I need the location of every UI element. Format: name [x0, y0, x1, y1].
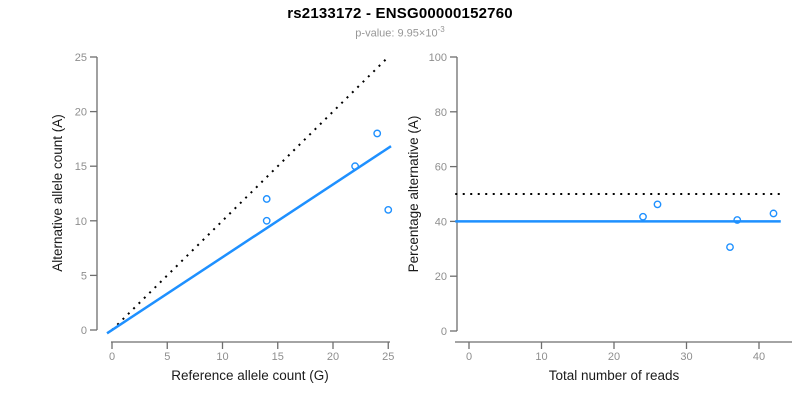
x-tick-label: 5: [164, 351, 170, 363]
x-tick-label: 0: [109, 351, 115, 363]
x-tick-label: 15: [272, 351, 284, 363]
y-tick-label: 5: [81, 270, 87, 282]
x-tick-label: 40: [753, 351, 765, 363]
y-tick-label: 60: [435, 162, 447, 174]
x-tick-label: 20: [327, 351, 339, 363]
y-axis-title: Percentage alternative (A): [406, 116, 421, 273]
data-point: [373, 129, 382, 138]
data-point: [639, 212, 647, 221]
data-point: [726, 243, 734, 252]
fitted-ratio-line: [106, 145, 392, 335]
data-point: [733, 216, 742, 224]
x-axis-title: Total number of reads: [549, 368, 680, 383]
y-tick-label: 100: [429, 52, 447, 64]
x-tick-label: 0: [466, 351, 472, 363]
x-tick-label: 10: [535, 351, 547, 363]
x-tick-label: 20: [608, 351, 620, 363]
x-tick-label: 25: [382, 351, 394, 363]
data-point: [351, 162, 359, 171]
data-point: [262, 216, 271, 225]
data-point: [262, 195, 271, 203]
data-point: [769, 209, 778, 218]
x-axis-title: Reference allele count (G): [171, 368, 329, 383]
y-axis-title: Alternative allele count (A): [50, 114, 65, 272]
y-tick-label: 80: [435, 107, 447, 119]
y-tick-label: 10: [75, 216, 87, 228]
x-tick-label: 10: [216, 351, 228, 363]
figure-subtitle: p-value: 9.95×10-3: [0, 25, 800, 40]
figure-header: rs2133172 - ENSG00000152760 p-value: 9.9…: [0, 5, 800, 40]
figure-title: rs2133172 - ENSG00000152760: [287, 5, 513, 22]
right-scatter-plot: 0 20 40 60 80 100 0 10 20 30 40 Total number of rea…: [406, 52, 792, 383]
y-tick-label: 20: [435, 271, 447, 283]
y-tick-label: 25: [75, 52, 87, 64]
y-tick-label: 15: [75, 161, 87, 173]
data-point: [653, 200, 662, 209]
data-point: [384, 205, 393, 214]
y-tick-label: 20: [75, 107, 87, 119]
pvalue-text: p-value: 9.95×10: [355, 27, 438, 40]
y-tick-label: 0: [441, 326, 447, 338]
y-tick-label: 0: [81, 325, 87, 337]
expected-identity-line: [111, 56, 389, 331]
left-scatter-plot: 0 5 10 15 20 25 0 5 10 15 20 25 Reference allele cou…: [50, 52, 394, 383]
x-tick-label: 30: [680, 351, 692, 363]
y-tick-label: 40: [435, 216, 447, 228]
pvalue-exponent: -3: [437, 25, 445, 34]
